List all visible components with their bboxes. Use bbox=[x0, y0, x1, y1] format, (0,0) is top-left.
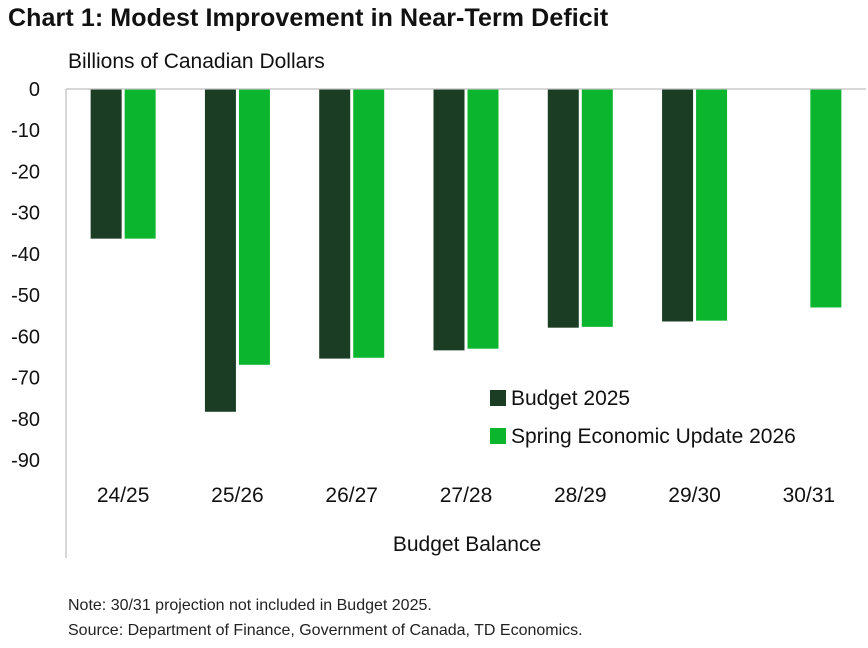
bar-spring-update-2026 bbox=[353, 89, 385, 358]
x-tick-label: 25/26 bbox=[211, 484, 264, 507]
legend-label: Budget 2025 bbox=[511, 387, 630, 410]
y-tick-label: -70 bbox=[11, 368, 40, 390]
y-axis-unit-label: Billions of Canadian Dollars bbox=[68, 50, 325, 73]
bar-spring-update-2026 bbox=[696, 89, 728, 321]
y-tick-label: 0 bbox=[29, 79, 40, 101]
bar-budget-2025 bbox=[662, 89, 694, 322]
x-tick-labels: 24/25 25/26 26/27 27/28 28/29 29/30 30/31 bbox=[97, 484, 835, 507]
y-tick-label: -90 bbox=[11, 450, 40, 472]
y-tick-label: -60 bbox=[11, 326, 40, 348]
legend-label: Spring Economic Update 2026 bbox=[511, 425, 796, 448]
bar-budget-2025 bbox=[319, 89, 351, 359]
x-tick-label: 29/30 bbox=[668, 484, 721, 507]
bars bbox=[90, 89, 842, 412]
y-tick-label: -30 bbox=[11, 203, 40, 225]
bar-chart: 0-10-20-30-40-50-60-70-80-90 24/25 25/26 2… bbox=[11, 79, 866, 558]
chart-title: Chart 1: Modest Improvement in Near-Term… bbox=[8, 4, 609, 32]
y-tick-labels: 0 -10 -20 -30 -40 -50 -60 -70 -80 -90 bbox=[11, 79, 40, 472]
y-tick-label: -80 bbox=[11, 409, 40, 431]
y-tick-label: -40 bbox=[11, 244, 40, 266]
axes bbox=[65, 88, 866, 558]
x-tick-label: 28/29 bbox=[554, 484, 607, 507]
y-tick-label: -10 bbox=[11, 120, 40, 142]
chart-source: Source: Department of Finance, Governmen… bbox=[68, 622, 583, 639]
legend: Budget 2025 Spring Economic Update 2026 bbox=[490, 387, 796, 448]
bar-budget-2025 bbox=[547, 89, 579, 328]
bar-spring-update-2026 bbox=[810, 89, 842, 308]
legend-swatch bbox=[490, 428, 506, 444]
x-tick-label: 26/27 bbox=[325, 484, 378, 507]
y-tick-label: -20 bbox=[11, 161, 40, 183]
x-axis-label: Budget Balance bbox=[393, 533, 541, 556]
bar-spring-update-2026 bbox=[124, 89, 156, 239]
bar-budget-2025 bbox=[204, 89, 236, 412]
x-tick-label: 24/25 bbox=[97, 484, 150, 507]
x-tick-label: 27/28 bbox=[440, 484, 493, 507]
bar-budget-2025 bbox=[90, 89, 122, 239]
y-tick-label: -50 bbox=[11, 285, 40, 307]
bar-spring-update-2026 bbox=[467, 89, 499, 349]
bar-spring-update-2026 bbox=[238, 89, 270, 365]
bar-spring-update-2026 bbox=[581, 89, 613, 327]
legend-swatch bbox=[490, 390, 506, 406]
x-tick-label: 30/31 bbox=[783, 484, 836, 507]
bar-budget-2025 bbox=[433, 89, 465, 351]
chart-note: Note: 30/31 projection not included in B… bbox=[68, 597, 432, 614]
